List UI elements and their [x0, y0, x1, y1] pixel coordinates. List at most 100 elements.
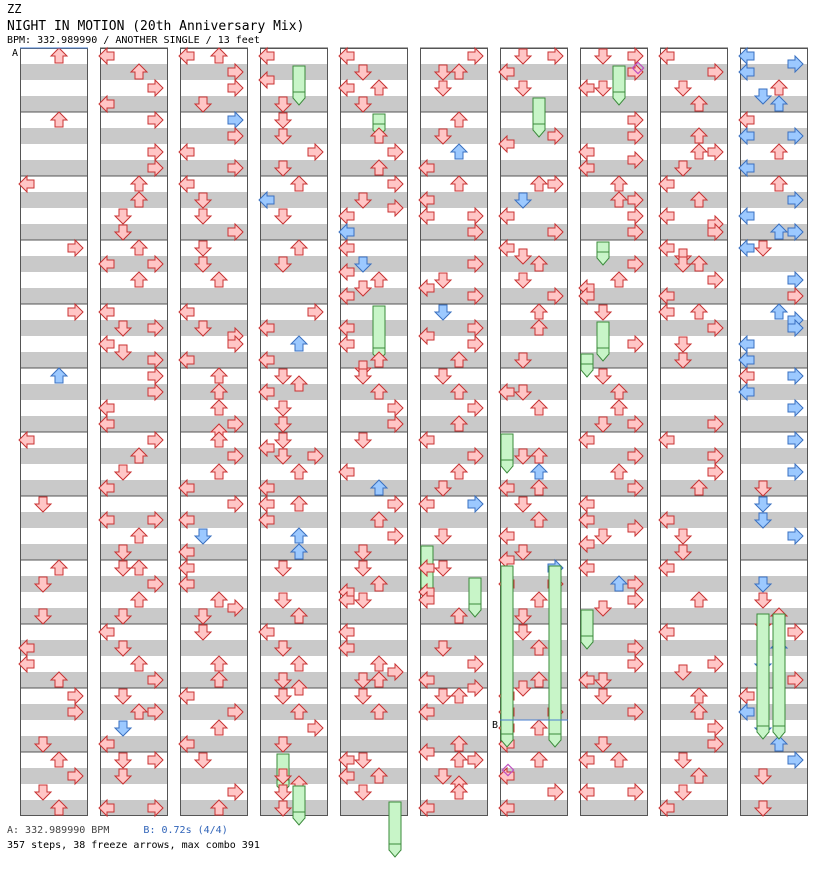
right-arrow-icon: [227, 702, 244, 722]
chart-stats: 357 steps, 38 freeze arrows, max combo 3…: [7, 840, 260, 851]
down-arrow-icon: [353, 592, 373, 609]
down-arrow-icon: [433, 80, 453, 97]
left-arrow-icon: [738, 110, 755, 130]
right-arrow-icon: [227, 126, 244, 146]
right-arrow-icon: [627, 518, 644, 538]
right-arrow-icon: [227, 598, 244, 618]
left-arrow-icon: [418, 494, 435, 514]
up-arrow-icon: [129, 175, 149, 192]
up-arrow-icon: [289, 335, 309, 352]
right-arrow-icon: [787, 462, 804, 482]
left-arrow-icon: [578, 430, 595, 450]
marker-a: A: [12, 47, 88, 59]
up-arrow-icon: [289, 543, 309, 560]
up-arrow-icon: [369, 703, 389, 720]
down-arrow-icon: [753, 88, 773, 105]
right-arrow-icon: [147, 142, 164, 162]
down-arrow-icon: [273, 208, 293, 225]
left-arrow-icon: [258, 510, 275, 530]
down-arrow-icon: [273, 448, 293, 465]
down-arrow-icon: [273, 368, 293, 385]
down-arrow-icon: [193, 256, 213, 273]
left-arrow-icon: [498, 478, 515, 498]
right-arrow-icon: [227, 110, 244, 130]
left-arrow-icon: [418, 798, 435, 818]
down-arrow-icon: [113, 224, 133, 241]
left-arrow-icon: [338, 262, 355, 282]
up-arrow-icon: [609, 399, 629, 416]
left-arrow-icon: [418, 590, 435, 610]
left-arrow-icon: [658, 558, 675, 578]
down-arrow-icon: [513, 608, 533, 625]
song-title: NIGHT IN MOTION (20th Anniversary Mix): [7, 19, 305, 34]
right-arrow-icon: [627, 414, 644, 434]
right-arrow-icon: [147, 350, 164, 370]
left-arrow-icon: [18, 174, 35, 194]
down-arrow-icon: [353, 192, 373, 209]
right-arrow-icon: [707, 654, 724, 674]
down-arrow-icon: [753, 768, 773, 785]
left-arrow-icon: [738, 334, 755, 354]
down-arrow-icon: [673, 80, 693, 97]
down-arrow-icon: [673, 528, 693, 545]
down-arrow-icon: [273, 640, 293, 657]
chart-column: [340, 47, 408, 816]
down-arrow-icon: [673, 664, 693, 681]
up-arrow-icon: [209, 655, 229, 672]
down-arrow-icon: [273, 96, 293, 113]
right-arrow-icon: [387, 142, 404, 162]
left-arrow-icon: [338, 638, 355, 658]
down-arrow-icon: [273, 688, 293, 705]
left-arrow-icon: [98, 94, 115, 114]
chart-column: [580, 47, 648, 816]
up-arrow-icon: [369, 159, 389, 176]
right-arrow-icon: [707, 318, 724, 338]
up-arrow-icon: [129, 271, 149, 288]
freeze-arrow: [292, 65, 306, 106]
down-arrow-icon: [513, 496, 533, 513]
left-arrow-icon: [338, 206, 355, 226]
down-arrow-icon: [273, 800, 293, 817]
marker-b: B: [492, 719, 568, 731]
bpm-legend: A: 332.989990 BPM: [7, 825, 110, 836]
left-arrow-icon: [418, 190, 435, 210]
down-arrow-icon: [273, 672, 293, 689]
freeze-arrow: [468, 577, 482, 618]
down-arrow-icon: [433, 640, 453, 657]
chart-column: [260, 47, 328, 816]
left-arrow-icon: [258, 494, 275, 514]
mine-icon: [631, 61, 645, 75]
down-arrow-icon: [353, 784, 373, 801]
up-arrow-icon: [529, 671, 549, 688]
up-arrow-icon: [689, 303, 709, 320]
left-arrow-icon: [258, 382, 275, 402]
up-arrow-icon: [689, 767, 709, 784]
right-arrow-icon: [627, 478, 644, 498]
right-arrow-icon: [787, 750, 804, 770]
down-arrow-icon: [193, 752, 213, 769]
right-arrow-icon: [227, 782, 244, 802]
left-arrow-icon: [738, 46, 755, 66]
right-arrow-icon: [627, 150, 644, 170]
down-arrow-icon: [433, 768, 453, 785]
right-arrow-icon: [787, 270, 804, 290]
right-arrow-icon: [467, 678, 484, 698]
right-arrow-icon: [387, 526, 404, 546]
right-arrow-icon: [147, 510, 164, 530]
left-arrow-icon: [418, 702, 435, 722]
right-arrow-icon: [227, 494, 244, 514]
right-arrow-icon: [627, 782, 644, 802]
left-arrow-icon: [338, 334, 355, 354]
left-arrow-icon: [98, 302, 115, 322]
left-arrow-icon: [658, 622, 675, 642]
right-arrow-icon: [227, 78, 244, 98]
up-arrow-icon: [209, 591, 229, 608]
down-arrow-icon: [113, 768, 133, 785]
right-arrow-icon: [707, 718, 724, 738]
left-arrow-icon: [658, 174, 675, 194]
right-arrow-icon: [67, 686, 84, 706]
up-arrow-icon: [529, 479, 549, 496]
down-arrow-icon: [433, 688, 453, 705]
down-arrow-icon: [513, 80, 533, 97]
right-arrow-icon: [467, 318, 484, 338]
